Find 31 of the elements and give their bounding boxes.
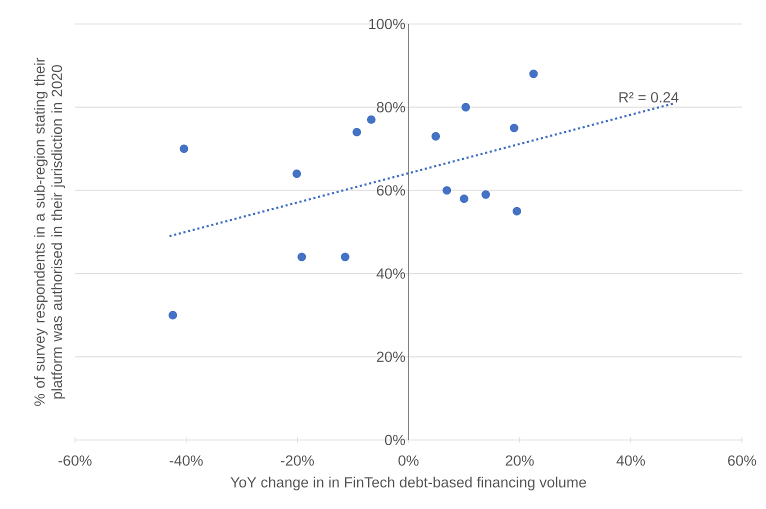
y-axis-title: % of survey respondents in a sub-region stating their platform was authorised in their jurisdiction in 2020 <box>34 58 65 406</box>
point <box>442 186 452 195</box>
x-tick-label: -20% <box>280 455 314 466</box>
point <box>340 252 350 262</box>
x-tick-label: -60% <box>58 455 92 466</box>
x-tick-label: 0% <box>398 455 419 466</box>
point <box>180 144 188 154</box>
point <box>481 190 490 199</box>
point <box>292 169 302 178</box>
point <box>510 124 518 132</box>
annotation: R² = 0.24 <box>619 92 679 102</box>
point <box>529 70 538 78</box>
point <box>512 206 522 216</box>
x-tick-label: -40% <box>170 455 203 466</box>
point <box>460 194 468 203</box>
y-tick-label: 80% <box>376 102 406 112</box>
point <box>352 128 362 136</box>
x-axis-title: YoY change in in FinTech debt-based financing volume <box>230 476 586 490</box>
point <box>366 115 376 124</box>
point <box>431 132 440 141</box>
y-tick-label: 0% <box>384 434 406 446</box>
x-tick-label: 60% <box>728 455 756 466</box>
y-tick-label: 100% <box>369 18 406 30</box>
point <box>461 102 470 112</box>
y-tick-label: 20% <box>376 352 406 362</box>
point <box>168 310 178 320</box>
point <box>298 252 306 262</box>
x-tick-label: 40% <box>616 455 645 466</box>
x-tick-label: 20% <box>506 455 534 466</box>
y-tick-label: 60% <box>376 185 406 196</box>
y-tick-label: 40% <box>376 268 406 279</box>
